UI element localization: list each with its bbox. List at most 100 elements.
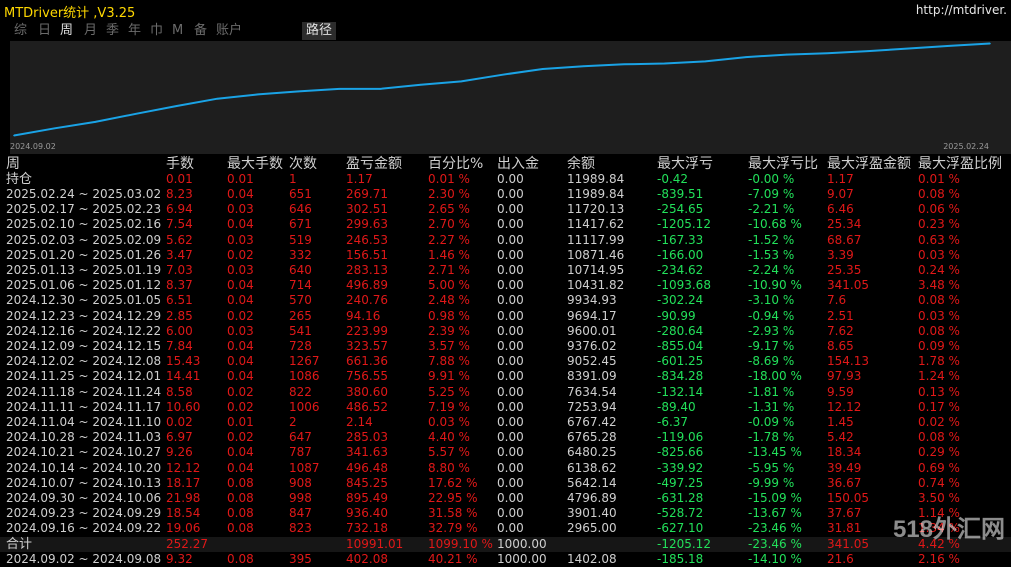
tab-7[interactable]: M [172,23,184,38]
row-label: 2024.12.23 ~ 2024.12.29 [6,308,162,323]
row-label: 2024.12.16 ~ 2024.12.22 [6,323,162,338]
cell-pct: 2.70 % [428,217,470,232]
table-row[interactable]: 2024.10.28 ~ 2024.11.03 6.97 0.02 647 285.03… [0,430,1011,445]
cell-count: 332 [289,247,312,262]
table-row[interactable]: 2024.10.21 ~ 2024.10.27 9.26 0.04 787 341.63… [0,445,1011,460]
cell-io: 0.00 [497,506,524,521]
column-header[interactable]: 最大浮盈金额 [827,156,911,172]
tab-0[interactable]: 综 [14,23,28,38]
table-row[interactable]: 2024.12.02 ~ 2024.12.08 15.43 0.04 1267 661.… [0,354,1011,369]
balance-point [541,68,544,70]
table-row[interactable]: 2024.09.30 ~ 2024.10.06 21.98 0.08 998 895.4… [0,491,1011,506]
cell-max-dd-pct: -1.81 % [748,384,795,399]
tab-6[interactable]: 巾 [150,23,164,38]
row-label: 2025.02.10 ~ 2025.02.16 [6,217,162,232]
table-row[interactable]: 2024.10.07 ~ 2024.10.13 18.17 0.08 908 845.2… [0,476,1011,491]
table-row[interactable]: 2024.12.23 ~ 2024.12.29 2.85 0.02 265 94.16 0… [0,309,1011,324]
column-header[interactable]: 出入金 [497,156,539,172]
tab-8[interactable]: 备 [194,23,208,38]
cell-pnl: 302.51 [346,202,388,217]
table-row[interactable]: 2025.02.10 ~ 2025.02.16 7.54 0.04 671 299.63… [0,217,1011,232]
cell-max-fp-pct: 2.16 % [918,551,960,566]
row-label: 2024.09.02 ~ 2024.09.08 [6,551,162,566]
row-label: 2025.02.17 ~ 2025.02.23 [6,202,162,217]
table-row[interactable]: 2024.12.16 ~ 2024.12.22 6.00 0.03 541 223.99… [0,324,1011,339]
cell-pnl: 94.16 [346,308,381,323]
table-row[interactable]: 2025.02.17 ~ 2025.02.23 6.94 0.03 646 302.51… [0,202,1011,217]
cell-max-fp-pct: 1.24 % [918,369,960,384]
column-header[interactable]: 最大浮亏 [657,156,713,172]
table-row[interactable]: 2024.09.02 ~ 2024.09.08 9.32 0.08 395 402.08… [0,552,1011,567]
table-row[interactable]: 2024.12.09 ~ 2024.12.15 7.84 0.04 728 323.57… [0,339,1011,354]
column-header[interactable]: 余额 [567,156,595,172]
cell-max-fp: 5.42 [827,430,854,445]
row-label: 2024.12.02 ~ 2024.12.08 [6,354,162,369]
table-row[interactable]: 2024.12.30 ~ 2025.01.05 6.51 0.04 570 240.76… [0,293,1011,308]
row-label: 2024.09.16 ~ 2024.09.22 [6,521,162,536]
path-button[interactable]: 路径 [302,22,336,40]
cell-pnl: 269.71 [346,187,388,201]
table-row[interactable]: 2024.11.04 ~ 2024.11.10 0.02 0.01 2 2.14 0.03… [0,415,1011,430]
cell-count: 647 [289,430,312,445]
cell-count: 822 [289,384,312,399]
row-label: 2025.02.03 ~ 2025.02.09 [6,232,162,247]
column-header[interactable]: 盈亏金额 [346,156,402,172]
cell-max-dd-pct: -5.95 % [748,460,795,475]
table-row[interactable]: 2025.01.13 ~ 2025.01.19 7.03 0.03 640 283.13… [0,263,1011,278]
table-row[interactable]: 2024.09.16 ~ 2024.09.22 19.06 0.08 823 732.1… [0,521,1011,536]
table-row[interactable]: 2024.11.11 ~ 2024.11.17 10.60 0.02 1006 486.… [0,400,1011,415]
column-header[interactable]: 周 [6,156,20,172]
tab-2[interactable]: 周 [60,23,74,38]
tab-4[interactable]: 季 [106,23,120,38]
website-link[interactable]: http://mtdriver. [915,3,1007,17]
column-header[interactable]: 最大手数 [227,156,283,172]
cell-max-lots: 0.04 [227,445,254,460]
total-row-content[interactable]: 合计 252.27 10991.01 1099.10 % 1000.00 -1205.12… [0,537,1011,552]
column-header[interactable]: 最大浮亏比 [748,156,818,172]
cell-max-dd-pct: -2.21 % [748,202,795,217]
cell-max-dd: -0.42 [657,172,689,186]
cell-pct: 5.25 % [428,384,470,399]
cell-pnl: 299.63 [346,217,388,232]
table-row[interactable]: 2025.01.20 ~ 2025.01.26 3.47 0.02 332 156.51… [0,248,1011,263]
column-header[interactable]: 最大浮盈比例 [918,156,1002,172]
cell-max-dd: -1205.12 [657,217,711,232]
tab-1[interactable]: 日 [38,23,52,38]
hold-row[interactable]: 持仓 0.01 0.01 1 1.17 0.01 % 0.00 11989.84 -0.42 -0… [0,172,1011,187]
tab-3[interactable]: 月 [84,23,98,38]
cell-pct: 22.95 % [428,491,478,505]
cell-max-dd: -339.92 [657,460,704,475]
tab-5[interactable]: 年 [128,23,142,38]
column-header[interactable]: 手数 [166,156,194,172]
cell-max-dd-pct: -10.90 % [748,278,802,293]
cell-max-dd-pct: -3.10 % [748,293,795,308]
cell-balance: 11989.84 [567,172,625,186]
cell-max-dd: -834.28 [657,369,704,384]
table-row[interactable]: 2025.02.24 ~ 2025.03.02 8.23 0.04 651 269.71… [0,187,1011,202]
table-row[interactable]: 2024.09.23 ~ 2024.09.29 18.54 0.08 847 936.4… [0,506,1011,521]
table-row[interactable]: 2024.11.18 ~ 2024.11.24 8.58 0.02 822 380.60… [0,385,1011,400]
cell-max-fp-pct: 0.08 % [918,293,960,308]
cell-io: 0.00 [497,369,524,384]
table-row[interactable]: 2024.10.14 ~ 2024.10.20 12.12 0.04 1087 496.… [0,461,1011,476]
watermark-logo: 518外汇网 [892,516,1005,543]
table-row[interactable]: 2024.11.25 ~ 2024.12.01 14.41 0.04 1086 756.… [0,369,1011,384]
row-label: 2024.11.04 ~ 2024.11.10 [6,415,162,429]
cell-max-dd-pct: -1.52 % [748,232,795,247]
tab-9[interactable]: 账户 [216,23,243,38]
cell-pct: 7.88 % [428,354,470,369]
cell-max-fp: 7.62 [827,323,854,338]
cell-count: 671 [289,217,312,232]
cell-max-fp-pct: 0.09 % [918,339,960,353]
column-header[interactable]: 次数 [289,156,317,172]
cell-balance: 9376.02 [567,339,617,353]
cell-max-fp-pct: 1.34 % [918,521,960,536]
column-header[interactable]: 百分比% [428,156,484,172]
cell-count: 823 [289,521,312,536]
cell-max-lots: 0.04 [227,354,254,369]
cell-io: 0.00 [497,521,524,536]
cell-pnl: 496.89 [346,278,388,293]
table-row[interactable]: 2025.01.06 ~ 2025.01.12 8.37 0.04 714 496.89… [0,278,1011,293]
table-row[interactable]: 2025.02.03 ~ 2025.02.09 5.62 0.03 519 246.53… [0,233,1011,248]
cell-pnl: 223.99 [346,323,388,338]
